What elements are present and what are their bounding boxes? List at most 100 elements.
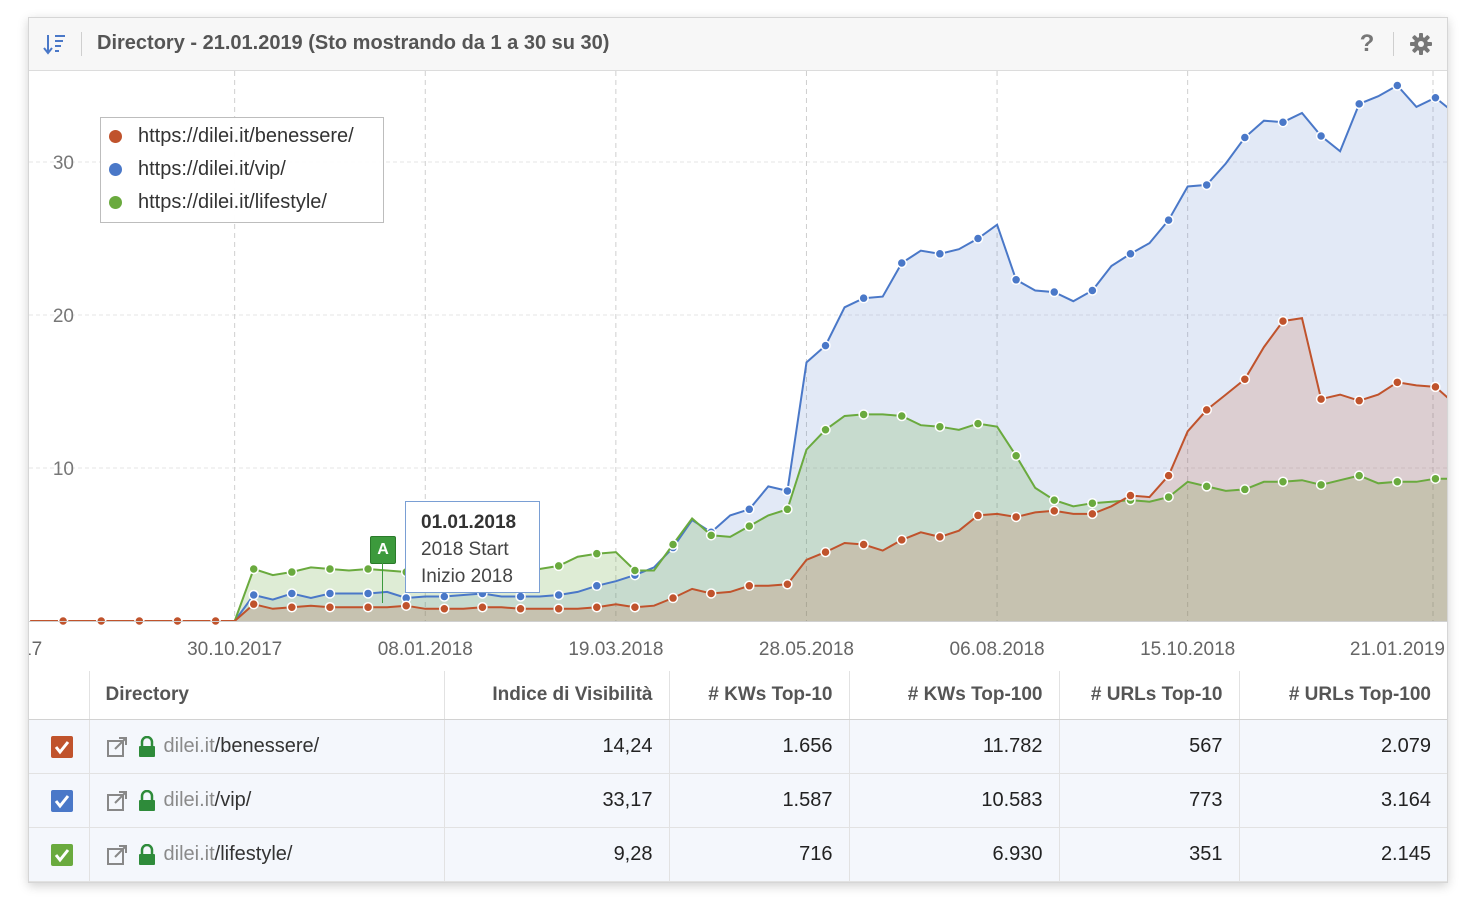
data-point[interactable]: [362, 588, 374, 599]
data-point[interactable]: [820, 424, 831, 435]
series-line[interactable]: [29, 316, 1447, 622]
data-point[interactable]: [1048, 286, 1060, 298]
data-point[interactable]: [896, 534, 908, 546]
data-point[interactable]: [1125, 490, 1136, 501]
data-point[interactable]: [782, 579, 793, 590]
column-header[interactable]: # URLs Top-100: [1239, 671, 1447, 720]
data-point[interactable]: [1125, 248, 1136, 260]
data-point[interactable]: [1163, 470, 1174, 481]
data-point[interactable]: [744, 580, 755, 592]
data-point[interactable]: [1315, 393, 1327, 405]
data-point[interactable]: [1087, 497, 1098, 509]
column-header[interactable]: # KWs Top-100: [849, 671, 1060, 720]
directory-path[interactable]: /benessere/: [214, 735, 320, 757]
row-checkbox[interactable]: [50, 789, 73, 812]
data-point[interactable]: [553, 603, 564, 615]
data-point[interactable]: [934, 248, 946, 260]
data-point[interactable]: [858, 292, 869, 304]
data-point[interactable]: [820, 340, 831, 351]
data-point[interactable]: [1087, 508, 1098, 520]
external-link-icon[interactable]: [106, 736, 128, 758]
data-point[interactable]: [820, 546, 831, 558]
data-point[interactable]: [972, 510, 984, 521]
data-point[interactable]: [1163, 214, 1174, 226]
external-link-icon[interactable]: [106, 844, 128, 866]
data-point[interactable]: [934, 531, 946, 543]
data-point[interactable]: [1353, 98, 1365, 110]
data-point[interactable]: [324, 601, 336, 613]
series-line[interactable]: [29, 413, 1447, 622]
column-header[interactable]: # KWs Top-10: [669, 671, 850, 720]
data-point[interactable]: [1239, 374, 1251, 385]
data-point[interactable]: [744, 504, 755, 515]
legend-item-benessere[interactable]: https://dilei.it/benessere/: [109, 121, 354, 151]
data-point[interactable]: [1315, 479, 1327, 491]
data-point[interactable]: [972, 233, 984, 244]
data-point[interactable]: [705, 530, 717, 541]
data-point[interactable]: [629, 601, 641, 613]
data-point[interactable]: [1201, 179, 1212, 191]
data-point[interactable]: [248, 563, 259, 575]
data-point[interactable]: [1430, 92, 1441, 103]
data-point[interactable]: [1430, 381, 1441, 393]
data-point[interactable]: [477, 601, 488, 613]
data-point[interactable]: [1430, 473, 1441, 484]
data-point[interactable]: [705, 588, 717, 599]
data-point[interactable]: [1010, 274, 1022, 286]
data-point[interactable]: [1201, 404, 1212, 416]
legend-item-vip[interactable]: https://dilei.it/vip/: [109, 154, 286, 184]
data-point[interactable]: [1353, 470, 1365, 481]
data-point[interactable]: [782, 504, 793, 515]
data-point[interactable]: [553, 589, 564, 601]
directory-domain[interactable]: dilei.it: [163, 789, 215, 811]
data-point[interactable]: [591, 601, 603, 613]
data-point[interactable]: [667, 539, 679, 550]
data-point[interactable]: [782, 485, 793, 497]
data-point[interactable]: [1048, 494, 1060, 506]
sort-icon[interactable]: [43, 33, 67, 55]
data-point[interactable]: [858, 539, 869, 550]
gear-icon[interactable]: [1410, 33, 1432, 55]
data-point[interactable]: [858, 409, 869, 420]
annotation-flag[interactable]: A: [370, 536, 396, 564]
data-point[interactable]: [1392, 476, 1403, 488]
data-point[interactable]: [1048, 505, 1060, 517]
external-link-icon[interactable]: [106, 790, 128, 812]
row-checkbox[interactable]: [50, 735, 73, 758]
column-header[interactable]: # URLs Top-10: [1059, 671, 1240, 720]
data-point[interactable]: [248, 589, 259, 601]
data-point[interactable]: [286, 588, 298, 599]
data-point[interactable]: [1277, 315, 1289, 327]
data-point[interactable]: [439, 591, 450, 602]
data-point[interactable]: [629, 565, 641, 576]
series-line[interactable]: [29, 84, 1447, 622]
data-point[interactable]: [515, 591, 526, 602]
data-point[interactable]: [744, 520, 755, 532]
data-point[interactable]: [1315, 130, 1327, 142]
data-point[interactable]: [972, 418, 984, 429]
data-point[interactable]: [1010, 511, 1022, 523]
data-point[interactable]: [896, 410, 908, 422]
column-header[interactable]: Directory: [89, 671, 445, 720]
data-point[interactable]: [1010, 450, 1022, 462]
data-point[interactable]: [1239, 484, 1251, 495]
data-point[interactable]: [1239, 132, 1251, 143]
data-point[interactable]: [362, 563, 374, 575]
data-point[interactable]: [515, 603, 526, 615]
directory-path[interactable]: /lifestyle/: [214, 843, 293, 865]
visibility-chart[interactable]: 10 20 30 17 30.10.2017 08.01.2018 19.03.2018 28…: [29, 71, 1447, 671]
data-point[interactable]: [591, 580, 603, 592]
data-point[interactable]: [439, 603, 450, 615]
data-point[interactable]: [1277, 116, 1289, 128]
directory-domain[interactable]: dilei.it: [163, 735, 215, 757]
data-point[interactable]: [286, 566, 298, 578]
data-point[interactable]: [896, 257, 908, 269]
data-point[interactable]: [591, 548, 603, 559]
data-point[interactable]: [1087, 285, 1098, 296]
data-point[interactable]: [1392, 80, 1403, 91]
data-point[interactable]: [248, 598, 259, 610]
data-point[interactable]: [286, 601, 298, 613]
data-point[interactable]: [400, 600, 412, 611]
data-point[interactable]: [553, 560, 564, 572]
data-point[interactable]: [1277, 476, 1289, 488]
